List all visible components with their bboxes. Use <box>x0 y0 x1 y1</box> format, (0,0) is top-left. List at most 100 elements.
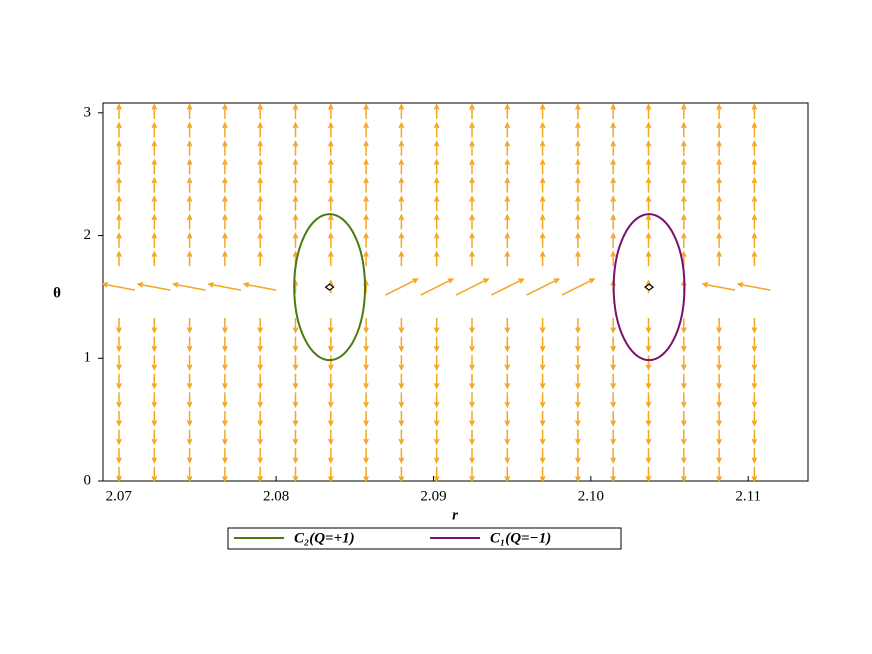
field-arrow <box>186 213 193 230</box>
field-arrow <box>751 103 758 119</box>
field-arrow <box>539 373 546 390</box>
field-arrow <box>116 195 122 211</box>
x-tick-label: 2.08 <box>263 488 289 504</box>
field-arrow <box>716 158 722 175</box>
field-arrow <box>610 121 617 138</box>
field-arrow <box>610 411 617 427</box>
field-arrow <box>116 392 122 409</box>
field-arrow <box>186 336 193 353</box>
y-tick-label: 0 <box>84 472 92 488</box>
field-arrow <box>716 213 722 230</box>
field-arrow <box>222 250 228 267</box>
field-arrow <box>716 318 722 334</box>
field-arrow <box>327 392 334 409</box>
field-arrow <box>398 176 405 193</box>
field-arrow <box>257 213 264 230</box>
field-arrow <box>539 195 546 211</box>
field-arrow <box>398 103 405 119</box>
field-arrow <box>327 411 334 427</box>
field-arrow <box>610 250 617 267</box>
field-arrow <box>292 448 299 464</box>
field-arrow <box>716 373 722 390</box>
field-arrow <box>575 429 581 446</box>
field-arrow <box>680 195 687 211</box>
field-arrow <box>186 318 193 334</box>
field-arrow <box>151 411 158 427</box>
field-arrow <box>136 282 171 291</box>
field-arrow <box>645 103 652 119</box>
field-arrow <box>680 318 687 334</box>
field-arrow <box>575 213 581 230</box>
field-arrow <box>610 158 617 175</box>
field-arrow <box>257 466 264 483</box>
field-arrow <box>433 466 440 483</box>
contour-ellipse <box>612 213 686 362</box>
field-arrow <box>186 466 193 483</box>
field-arrow <box>751 411 758 427</box>
y-tick-label: 1 <box>84 350 92 366</box>
field-arrow <box>292 466 299 483</box>
field-arrow <box>716 232 722 248</box>
field-arrow <box>504 448 511 464</box>
field-arrow <box>751 318 758 334</box>
field-arrow <box>469 336 475 353</box>
field-arrow <box>645 355 652 371</box>
field-arrow <box>292 121 299 138</box>
field-arrow <box>680 232 687 248</box>
field-arrow <box>469 448 475 464</box>
field-arrow <box>151 250 158 267</box>
field-arrow <box>539 250 546 267</box>
field-arrow <box>680 140 687 156</box>
field-arrow <box>116 411 122 427</box>
field-arrow <box>539 176 546 193</box>
field-arrow <box>151 318 158 334</box>
field-arrow <box>186 176 193 193</box>
field-arrow <box>292 195 299 211</box>
field-arrow <box>151 336 158 353</box>
field-arrow <box>151 213 158 230</box>
y-tick-label: 3 <box>84 104 92 120</box>
field-arrow <box>186 373 193 390</box>
field-arrow <box>257 121 264 138</box>
field-arrow <box>186 448 193 464</box>
field-arrow <box>716 140 722 156</box>
field-arrow <box>433 392 440 409</box>
field-arrow <box>610 429 617 446</box>
field-arrow <box>292 318 299 334</box>
field-arrow <box>504 373 511 390</box>
field-arrow <box>257 429 264 446</box>
field-arrow <box>433 429 440 446</box>
field-arrow <box>222 355 228 371</box>
field-arrow <box>151 140 158 156</box>
field-arrow <box>504 121 511 138</box>
field-arrow <box>433 140 440 156</box>
field-arrow <box>433 213 440 230</box>
field-arrow <box>575 250 581 267</box>
field-arrow <box>257 448 264 464</box>
field-arrow <box>385 278 419 296</box>
field-arrow <box>645 140 652 156</box>
field-arrow <box>116 140 122 156</box>
field-arrow <box>680 411 687 427</box>
field-arrow <box>645 336 652 353</box>
field-arrow <box>222 158 228 175</box>
field-arrow <box>610 373 617 390</box>
field-arrow <box>171 282 206 291</box>
field-arrow <box>504 318 511 334</box>
field-arrow <box>575 176 581 193</box>
field-arrow <box>116 176 122 193</box>
field-arrow <box>539 429 546 446</box>
field-arrow <box>645 121 652 138</box>
field-arrow <box>186 411 193 427</box>
field-arrow <box>116 121 122 138</box>
field-arrow <box>363 355 369 371</box>
field-arrow <box>751 466 758 483</box>
field-arrow <box>433 121 440 138</box>
legend-label: C₂(Q=+1) <box>294 530 355 546</box>
field-arrow <box>504 158 511 175</box>
field-arrow <box>222 429 228 446</box>
field-arrow <box>645 195 652 211</box>
field-arrow <box>469 373 475 390</box>
field-arrow <box>398 158 405 175</box>
field-arrow <box>151 466 158 483</box>
